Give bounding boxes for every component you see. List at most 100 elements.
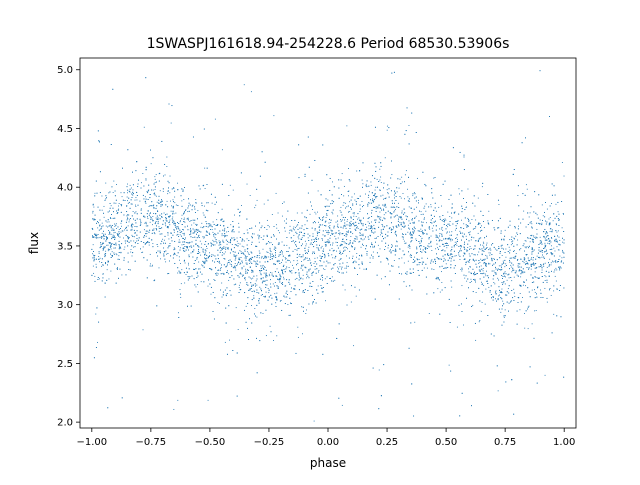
data-point	[322, 218, 324, 220]
data-point	[391, 245, 393, 247]
data-point	[425, 222, 427, 224]
data-point	[234, 263, 236, 265]
data-point	[418, 258, 420, 260]
data-point	[273, 234, 274, 236]
data-point	[412, 228, 413, 230]
data-point	[160, 206, 162, 208]
data-point	[167, 226, 169, 228]
data-point	[175, 204, 177, 206]
data-point	[322, 224, 324, 226]
data-point	[273, 115, 275, 117]
data-point	[162, 220, 164, 222]
data-point	[526, 246, 528, 248]
data-point	[484, 273, 486, 275]
data-point	[324, 257, 326, 259]
data-point	[341, 219, 343, 221]
data-point	[189, 246, 191, 248]
data-point	[126, 214, 128, 216]
data-point	[269, 253, 271, 254]
data-point	[261, 294, 263, 295]
data-point	[356, 170, 358, 172]
data-point	[202, 260, 204, 262]
data-point	[547, 252, 548, 254]
data-point	[382, 194, 384, 196]
data-point	[516, 274, 518, 276]
data-point	[126, 205, 128, 207]
data-point	[503, 282, 505, 284]
data-point	[105, 253, 107, 254]
data-point	[313, 420, 315, 422]
data-point	[108, 234, 110, 235]
data-point	[254, 283, 256, 285]
data-point	[292, 228, 294, 230]
data-point	[552, 260, 553, 262]
data-point	[258, 255, 260, 256]
data-point	[314, 257, 316, 259]
data-point	[425, 210, 427, 212]
data-point	[352, 204, 354, 206]
data-point	[248, 252, 250, 254]
data-point	[312, 301, 314, 303]
data-point	[210, 224, 212, 226]
data-point	[396, 215, 398, 216]
data-point	[106, 244, 108, 246]
data-point	[173, 249, 175, 251]
data-point	[357, 213, 359, 215]
data-point	[157, 245, 159, 247]
data-point	[510, 244, 512, 246]
data-point	[465, 235, 467, 237]
data-point	[458, 188, 460, 190]
data-point	[222, 221, 224, 223]
data-point	[105, 262, 106, 263]
data-point	[422, 213, 424, 215]
data-point	[218, 240, 220, 242]
data-point	[371, 228, 373, 230]
data-point	[326, 276, 328, 278]
data-point	[229, 184, 231, 186]
data-point	[276, 292, 278, 294]
data-point	[129, 184, 131, 186]
data-point	[349, 250, 351, 252]
data-point	[226, 243, 228, 245]
data-point	[228, 273, 230, 275]
data-point	[270, 242, 272, 244]
data-point	[222, 272, 224, 274]
data-point	[147, 218, 149, 219]
data-point	[216, 225, 218, 226]
data-point	[415, 252, 417, 254]
data-point	[343, 185, 345, 187]
data-point	[376, 178, 378, 180]
data-point	[421, 225, 423, 227]
data-point	[354, 240, 356, 242]
data-point	[180, 283, 182, 285]
data-point	[370, 227, 372, 229]
data-point	[327, 233, 329, 235]
data-point	[504, 309, 506, 311]
data-point	[92, 218, 94, 220]
data-point	[317, 247, 319, 249]
data-point	[480, 258, 482, 260]
data-point	[448, 198, 450, 200]
data-point	[357, 226, 358, 228]
data-point	[267, 224, 269, 226]
data-point	[248, 289, 250, 291]
data-point	[377, 244, 379, 246]
data-point	[404, 133, 406, 135]
data-point	[127, 192, 128, 194]
data-point	[294, 249, 296, 250]
data-point	[485, 265, 487, 267]
data-point	[549, 231, 551, 233]
data-point	[120, 222, 122, 224]
data-point	[543, 247, 544, 249]
data-point	[202, 250, 204, 252]
data-point	[289, 314, 291, 316]
data-point	[206, 247, 208, 249]
data-point	[414, 256, 416, 258]
data-point	[483, 247, 485, 249]
data-point	[135, 222, 137, 224]
data-point	[495, 266, 496, 268]
data-point	[408, 125, 410, 126]
data-point	[247, 302, 249, 304]
data-point	[252, 270, 254, 272]
data-point	[531, 257, 532, 259]
